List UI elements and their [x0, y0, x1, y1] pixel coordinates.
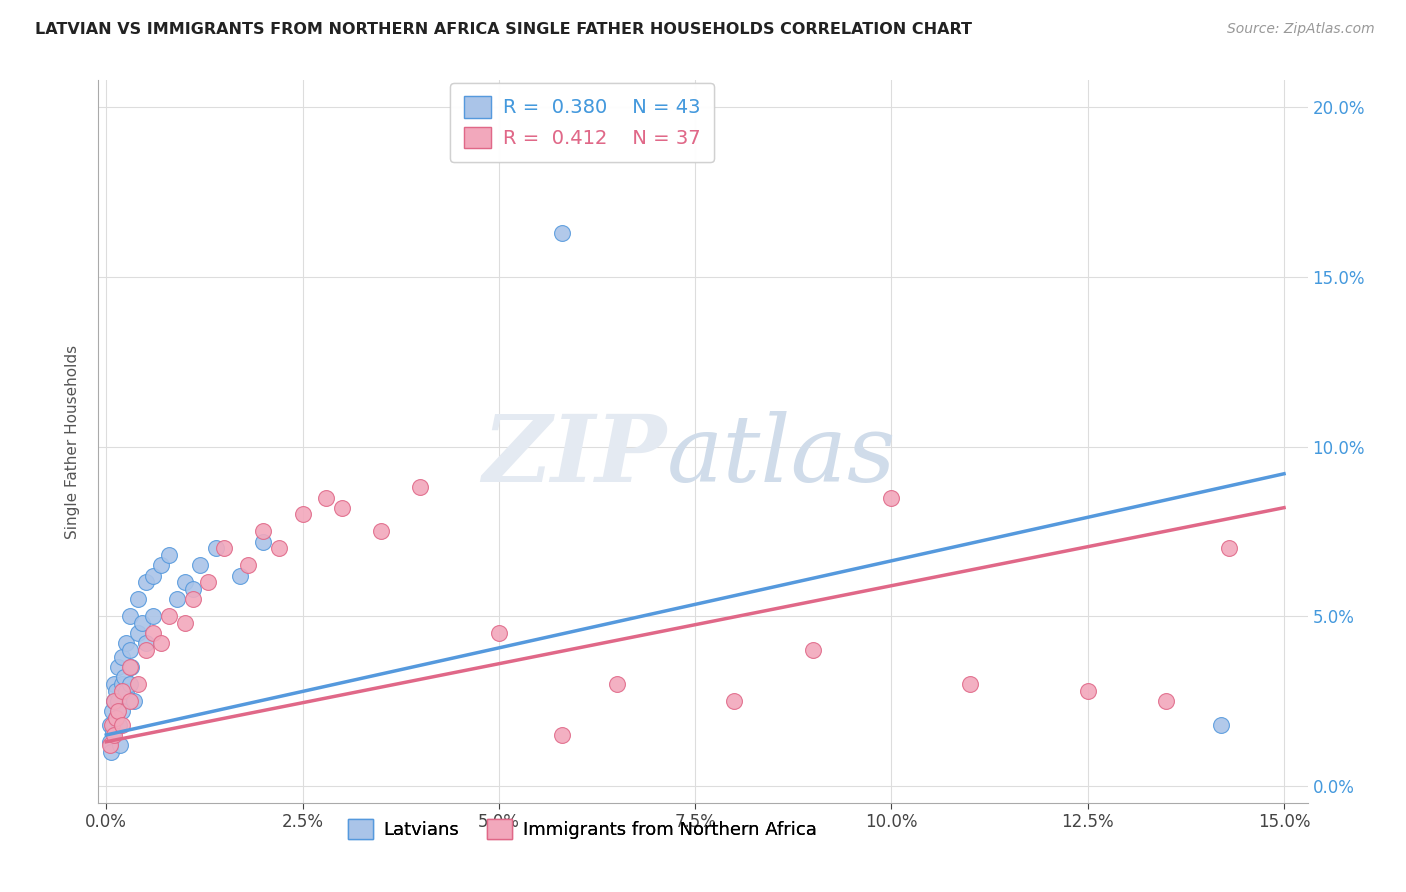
Point — [157, 548, 180, 562]
Point — [370, 524, 392, 539]
Point — [107, 694, 129, 708]
Point — [157, 609, 180, 624]
Point — [98, 738, 121, 752]
Point — [103, 694, 125, 708]
Point — [104, 711, 127, 725]
Point — [1218, 541, 1240, 556]
Point — [801, 643, 824, 657]
Point — [173, 615, 195, 630]
Point — [127, 677, 149, 691]
Point — [118, 643, 141, 657]
Point — [98, 735, 121, 749]
Point — [101, 724, 124, 739]
Point — [127, 626, 149, 640]
Point — [181, 592, 204, 607]
Point — [606, 677, 628, 691]
Point — [104, 711, 127, 725]
Legend: Latvians, Immigrants from Northern Africa: Latvians, Immigrants from Northern Afric… — [339, 810, 825, 848]
Point — [103, 677, 125, 691]
Point — [1154, 694, 1177, 708]
Point — [150, 558, 173, 573]
Point — [229, 568, 252, 582]
Point — [550, 728, 572, 742]
Point — [1211, 718, 1233, 732]
Point — [131, 615, 153, 630]
Point — [107, 660, 129, 674]
Point — [267, 541, 290, 556]
Point — [315, 491, 337, 505]
Point — [100, 745, 122, 759]
Point — [111, 718, 134, 732]
Point — [120, 660, 142, 674]
Point — [118, 694, 141, 708]
Point — [150, 636, 173, 650]
Point — [181, 582, 204, 596]
Point — [108, 738, 131, 752]
Point — [212, 541, 235, 556]
Point — [122, 694, 145, 708]
Point — [98, 718, 121, 732]
Point — [190, 558, 212, 573]
Point — [107, 704, 129, 718]
Point — [115, 684, 138, 698]
Point — [959, 677, 981, 691]
Point — [118, 609, 141, 624]
Point — [173, 575, 195, 590]
Point — [291, 508, 314, 522]
Text: atlas: atlas — [666, 411, 896, 501]
Point — [197, 575, 219, 590]
Point — [409, 480, 432, 494]
Point — [550, 226, 572, 240]
Point — [205, 541, 228, 556]
Point — [142, 626, 165, 640]
Point — [1077, 684, 1099, 698]
Point — [135, 575, 157, 590]
Point — [135, 643, 157, 657]
Point — [723, 694, 745, 708]
Point — [118, 677, 141, 691]
Text: LATVIAN VS IMMIGRANTS FROM NORTHERN AFRICA SINGLE FATHER HOUSEHOLDS CORRELATION : LATVIAN VS IMMIGRANTS FROM NORTHERN AFRI… — [35, 22, 972, 37]
Point — [166, 592, 188, 607]
Point — [142, 609, 165, 624]
Point — [115, 636, 138, 650]
Point — [252, 524, 274, 539]
Point — [108, 718, 131, 732]
Point — [236, 558, 259, 573]
Point — [135, 636, 157, 650]
Point — [100, 704, 122, 718]
Y-axis label: Single Father Households: Single Father Households — [65, 344, 80, 539]
Text: Source: ZipAtlas.com: Source: ZipAtlas.com — [1227, 22, 1375, 37]
Point — [127, 592, 149, 607]
Point — [111, 649, 134, 664]
Point — [488, 626, 510, 640]
Point — [252, 534, 274, 549]
Point — [880, 491, 903, 505]
Text: ZIP: ZIP — [482, 411, 666, 501]
Point — [118, 660, 141, 674]
Point — [111, 704, 134, 718]
Point — [330, 500, 353, 515]
Point — [112, 670, 135, 684]
Point — [100, 718, 122, 732]
Point — [111, 677, 134, 691]
Point — [103, 718, 125, 732]
Point — [103, 728, 125, 742]
Point — [142, 568, 165, 582]
Point — [111, 684, 134, 698]
Point — [104, 684, 127, 698]
Point — [103, 694, 125, 708]
